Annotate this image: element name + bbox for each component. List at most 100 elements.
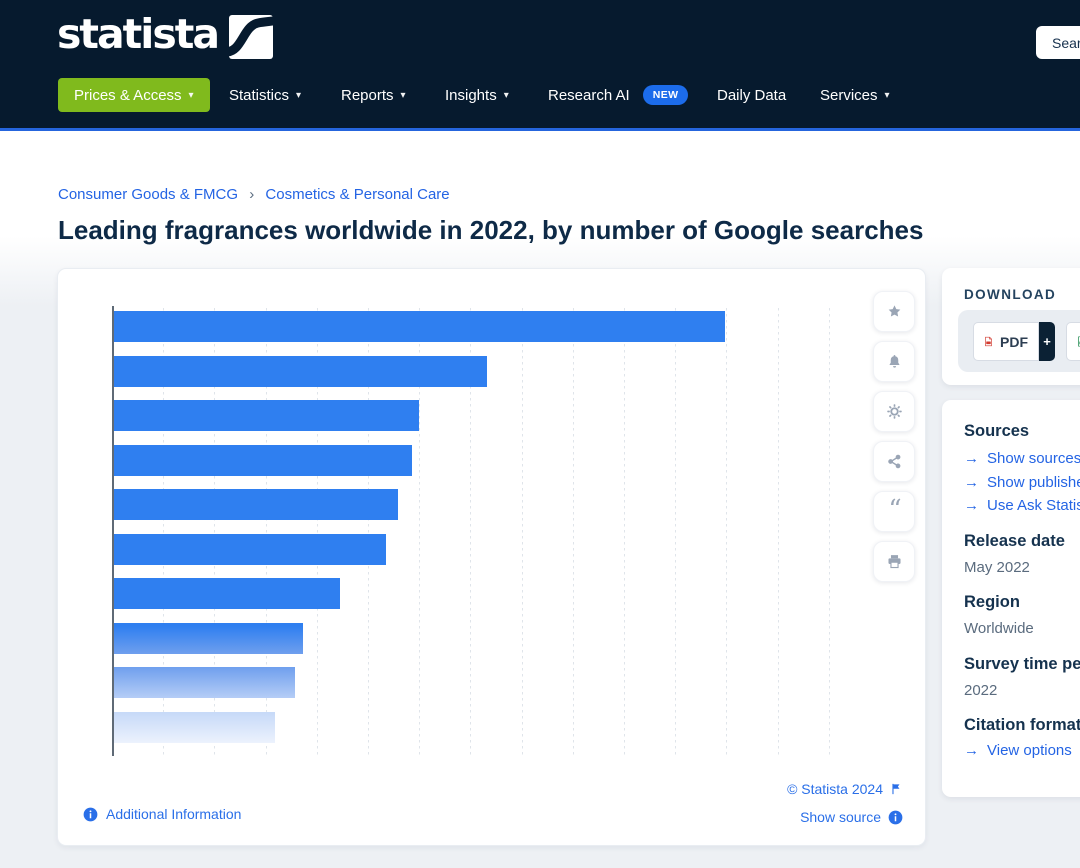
survey-period-value: 2022 bbox=[964, 682, 998, 699]
arrow-right-icon: → bbox=[964, 474, 979, 491]
prices-access-button[interactable]: Prices & Access ▾ bbox=[58, 78, 210, 112]
show-publisher-label: Show publisher information bbox=[987, 474, 1080, 491]
gridline bbox=[163, 308, 165, 756]
chart-bar bbox=[114, 667, 295, 698]
nav-reports[interactable]: Reports ▾ bbox=[341, 78, 406, 112]
share-button[interactable] bbox=[873, 441, 915, 482]
nav-services[interactable]: Services ▾ bbox=[820, 78, 890, 112]
nav-statistics[interactable]: Statistics ▾ bbox=[229, 78, 301, 112]
cite-button[interactable]: “ bbox=[873, 491, 915, 532]
share-icon bbox=[887, 454, 900, 469]
chart-bar bbox=[114, 533, 386, 565]
chart-bar bbox=[114, 711, 275, 743]
flag-icon[interactable] bbox=[890, 782, 903, 796]
alert-button[interactable] bbox=[873, 341, 915, 382]
gridline bbox=[624, 308, 625, 756]
ask-statista-label: Use Ask Statista Research Service bbox=[987, 497, 1080, 514]
citation-view-options-label: View options bbox=[987, 742, 1072, 759]
pdf-file-icon bbox=[985, 336, 992, 347]
nav-statistics-label: Statistics bbox=[229, 86, 290, 104]
region-value: Worldwide bbox=[964, 620, 1034, 637]
chart-bar bbox=[114, 400, 419, 431]
search-placeholder: Search bbox=[1052, 34, 1080, 51]
chart-bar bbox=[114, 578, 340, 609]
ask-statista-link[interactable]: → Use Ask Statista Research Service bbox=[964, 497, 1080, 514]
chevron-down-icon: ▾ bbox=[188, 89, 194, 101]
breadcrumb: Consumer Goods & FMCG › Cosmetics & Pers… bbox=[58, 186, 450, 203]
chevron-down-icon: ▾ bbox=[400, 89, 406, 101]
nav-services-label: Services bbox=[820, 86, 878, 104]
gridline bbox=[368, 308, 369, 756]
quote-icon: “ bbox=[888, 494, 901, 525]
download-pdf-button[interactable]: PDF bbox=[973, 322, 1039, 361]
top-navigation-bar: statista Search Prices & Access ▾ Statis… bbox=[0, 0, 1080, 131]
pdf-label: PDF bbox=[1000, 333, 1028, 350]
chart-bar bbox=[114, 444, 412, 476]
breadcrumb-link-cosmetics[interactable]: Cosmetics & Personal Care bbox=[265, 186, 450, 203]
download-pdf-plus-button[interactable]: + bbox=[1039, 322, 1055, 361]
region-heading: Region bbox=[964, 593, 1020, 611]
download-xls-button[interactable]: XLS bbox=[1066, 322, 1080, 361]
additional-information-link[interactable]: Additional Information bbox=[83, 806, 241, 822]
gridline bbox=[777, 308, 779, 756]
chart-bar bbox=[114, 489, 398, 520]
page-title: Leading fragrances worldwide in 2022, by… bbox=[58, 215, 924, 245]
info-icon bbox=[83, 807, 98, 821]
statista-logo-icon bbox=[228, 15, 274, 59]
nav-insights[interactable]: Insights ▾ bbox=[445, 78, 509, 112]
breadcrumb-link-consumer-goods[interactable]: Consumer Goods & FMCG bbox=[58, 186, 239, 203]
chart-bar bbox=[114, 355, 487, 387]
nav-insights-label: Insights bbox=[445, 86, 497, 104]
statistic-details-card: Sources → Show sources information → Sho… bbox=[942, 400, 1080, 797]
show-sources-link[interactable]: → Show sources information bbox=[964, 450, 1080, 467]
download-card: DOWNLOAD PDF + XLS bbox=[942, 268, 1080, 385]
breadcrumb-separator: › bbox=[249, 186, 255, 203]
gridline bbox=[521, 308, 523, 756]
print-button[interactable] bbox=[873, 541, 915, 582]
printer-icon bbox=[887, 555, 901, 569]
chevron-down-icon: ▾ bbox=[884, 89, 890, 101]
bell-icon bbox=[889, 354, 899, 368]
nav-research-ai-label: Research AI bbox=[548, 86, 630, 104]
chart-plot bbox=[112, 306, 882, 758]
favorite-button[interactable] bbox=[873, 291, 915, 332]
gridline bbox=[726, 308, 728, 756]
nav-reports-label: Reports bbox=[341, 86, 394, 104]
arrow-right-icon: → bbox=[964, 742, 979, 759]
chevron-down-icon: ▾ bbox=[296, 89, 302, 101]
prices-access-label: Prices & Access bbox=[74, 86, 182, 104]
star-icon bbox=[888, 305, 900, 317]
release-date-heading: Release date bbox=[964, 532, 1065, 550]
nav-research-ai[interactable]: Research AI NEW bbox=[548, 78, 689, 112]
download-button-group: PDF + XLS bbox=[958, 310, 1080, 372]
new-badge: NEW bbox=[642, 85, 689, 105]
gridline bbox=[316, 308, 318, 756]
download-heading: DOWNLOAD bbox=[964, 287, 1057, 302]
nav-daily-data-label: Daily Data bbox=[717, 86, 787, 104]
search-input[interactable]: Search bbox=[1036, 26, 1080, 59]
additional-information-label: Additional Information bbox=[106, 806, 242, 822]
chevron-down-icon: ▾ bbox=[503, 89, 509, 101]
gridline bbox=[214, 308, 216, 756]
info-icon bbox=[888, 810, 903, 824]
citation-formats-heading: Citation formats bbox=[964, 716, 1080, 734]
show-publisher-link[interactable]: → Show publisher information bbox=[964, 474, 1080, 491]
gridline bbox=[419, 308, 421, 756]
arrow-right-icon: → bbox=[964, 450, 979, 467]
gridline bbox=[675, 308, 677, 756]
settings-button[interactable] bbox=[873, 391, 915, 432]
gear-icon bbox=[886, 404, 902, 419]
statista-logo[interactable]: statista bbox=[57, 8, 274, 60]
statistic-chart-card: “ Additional Information © Statista 2024… bbox=[57, 268, 926, 846]
nav-daily-data[interactable]: Daily Data bbox=[717, 78, 786, 112]
gridline bbox=[572, 308, 574, 756]
show-source-link[interactable]: Show source bbox=[800, 809, 903, 825]
chart-bar bbox=[114, 622, 303, 654]
gridline bbox=[828, 308, 830, 756]
gridline bbox=[265, 308, 267, 756]
chart-y-axis bbox=[112, 306, 114, 756]
release-date-value: May 2022 bbox=[964, 559, 1030, 576]
chart-bar bbox=[114, 311, 725, 342]
citation-view-options-link[interactable]: → View options bbox=[964, 742, 1072, 759]
logo-text: statista bbox=[57, 10, 220, 58]
